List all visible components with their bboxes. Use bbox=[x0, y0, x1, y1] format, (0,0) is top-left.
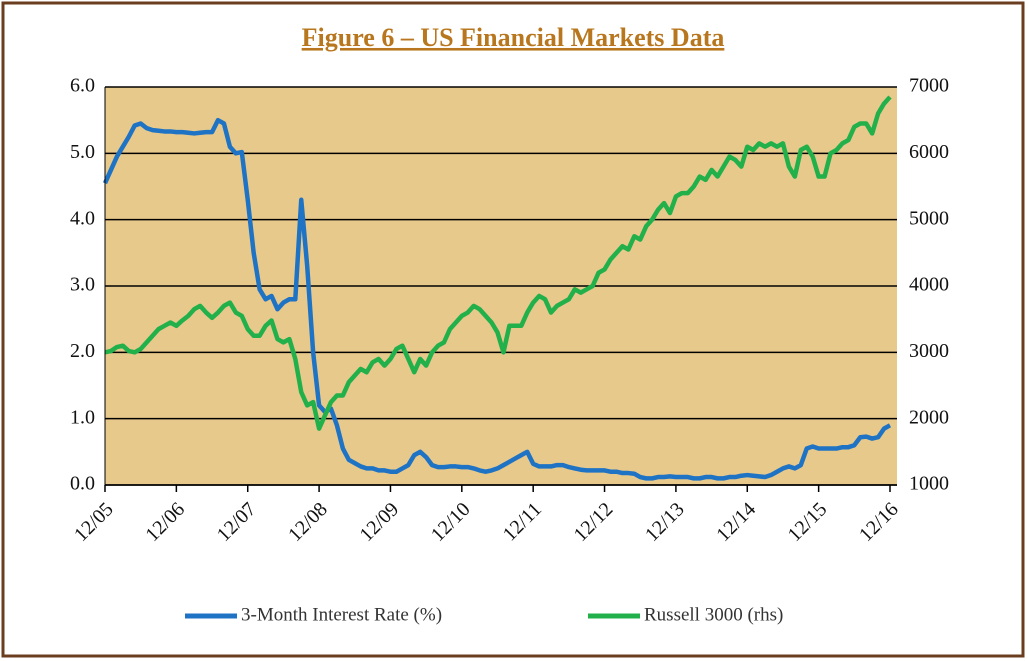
y2-tick-label: 2000 bbox=[909, 406, 949, 428]
series-line bbox=[102, 117, 892, 481]
y-tick-label: 5.0 bbox=[70, 141, 95, 163]
y2-tick-label: 7000 bbox=[909, 75, 949, 97]
legend-label: 3-Month Interest Rate (%) bbox=[241, 604, 442, 625]
y2-tick-label: 1000 bbox=[909, 473, 949, 495]
y-tick-label: 2.0 bbox=[70, 340, 95, 362]
y2-tick-label: 5000 bbox=[909, 207, 949, 229]
y-tick-label: 6.0 bbox=[70, 75, 95, 97]
legend-label: Russell 3000 (rhs) bbox=[644, 604, 783, 625]
chart-title: Figure 6 – US Financial Markets Data bbox=[302, 23, 725, 52]
y-tick-label: 3.0 bbox=[70, 274, 95, 296]
y-tick-label: 4.0 bbox=[70, 207, 95, 229]
y-tick-label: 1.0 bbox=[70, 406, 95, 428]
series-line bbox=[104, 95, 892, 431]
y2-tick-label: 4000 bbox=[909, 274, 949, 296]
y2-tick-label: 3000 bbox=[909, 340, 949, 362]
y2-tick-label: 6000 bbox=[909, 141, 949, 163]
y-tick-label: 0.0 bbox=[70, 473, 95, 495]
